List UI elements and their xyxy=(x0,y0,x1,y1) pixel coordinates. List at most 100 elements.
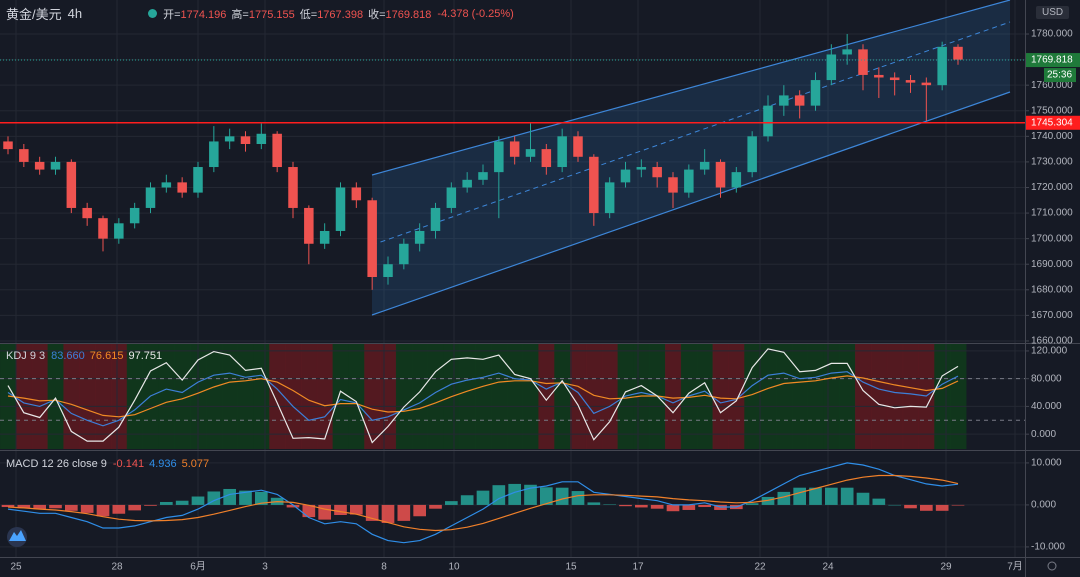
macd-line xyxy=(7,462,959,544)
candle-body xyxy=(335,187,346,231)
y-tick-label: 1750.000 xyxy=(1031,105,1073,116)
candle-body xyxy=(367,200,377,278)
x-tick-label: 28 xyxy=(111,562,123,573)
kdj-value: 83.660 xyxy=(51,350,85,362)
change: -4.378 (-0.25%) xyxy=(437,7,514,20)
price-pane xyxy=(0,34,1025,290)
histogram-bar xyxy=(175,500,189,505)
candle-body xyxy=(446,187,457,208)
candle-body xyxy=(810,80,821,106)
histogram-bar xyxy=(698,504,711,508)
y-tick-label: 1660.000 xyxy=(1031,336,1073,347)
histogram-bar xyxy=(635,504,648,508)
histogram-bar xyxy=(302,504,316,518)
kdj-zone xyxy=(253,344,270,449)
ohlc-item: 收=1769.818 xyxy=(368,6,431,22)
kdj-zone xyxy=(364,344,381,449)
kdj-zone xyxy=(110,344,128,449)
candle-body xyxy=(747,136,757,173)
kdj-zone xyxy=(221,344,239,449)
kdj-zone xyxy=(332,344,349,449)
histogram-bar xyxy=(397,504,411,521)
candle-body xyxy=(430,207,441,231)
candle-body xyxy=(304,207,314,244)
histogram-bar xyxy=(112,504,126,514)
kdj-title: KDJ 9 3 xyxy=(6,350,46,362)
candle-body xyxy=(589,156,599,214)
kdj-zone xyxy=(95,344,112,449)
histogram-bar xyxy=(286,504,300,508)
histogram-bar xyxy=(951,504,965,506)
y-tick-label: 1780.000 xyxy=(1031,29,1073,40)
candle-body xyxy=(256,133,267,145)
candle-body xyxy=(19,149,29,162)
x-tick-label: 8 xyxy=(381,562,387,573)
candle-body xyxy=(731,172,742,188)
kdj-value: 97.751 xyxy=(128,350,163,362)
candle-body xyxy=(114,223,124,239)
y-tick-label: 0.000 xyxy=(1031,429,1056,440)
kdj-zone xyxy=(554,344,571,449)
histogram-bar xyxy=(334,504,347,515)
y-tick-label: 1730.000 xyxy=(1031,157,1073,168)
histogram-bar xyxy=(856,492,870,505)
ohlc-value: 1767.398 xyxy=(317,8,364,21)
histogram-bar xyxy=(255,491,268,505)
histogram-bar xyxy=(96,504,110,517)
kdj-background xyxy=(0,344,967,449)
candle-body xyxy=(383,264,393,278)
candle-body xyxy=(573,136,583,157)
ohlc-item: 开=1774.196 xyxy=(163,6,226,22)
settings-icon[interactable] xyxy=(1047,561,1057,571)
candle-body xyxy=(874,74,884,78)
candle-body xyxy=(494,141,504,173)
histogram-bar xyxy=(555,487,569,505)
histogram-bar xyxy=(904,504,917,509)
candle-body xyxy=(193,167,203,193)
kdj-zone xyxy=(269,344,286,449)
currency[interactable]: USD xyxy=(1036,6,1070,19)
histogram-bar xyxy=(650,504,664,509)
ohlc-values: 开=1774.196 高=1775.155 低=1767.398 收=1769.818 xyxy=(163,6,431,22)
histogram-bar xyxy=(793,487,806,505)
candle-body xyxy=(715,161,726,188)
candle-body xyxy=(541,149,552,168)
histogram-bar xyxy=(603,504,616,505)
y-tick-label: 120.000 xyxy=(1031,346,1068,357)
channel xyxy=(371,0,1011,316)
histogram-bar xyxy=(65,504,78,511)
macd-legend: MACD 12 26 close 9 -0.141 4.936 5.077 xyxy=(6,458,209,470)
histogram-bar xyxy=(429,504,442,509)
kdj-zone xyxy=(728,344,745,449)
channel-fill xyxy=(372,0,1010,315)
histogram-bar xyxy=(809,487,822,505)
kdj-value: 76.615 xyxy=(89,350,124,362)
kdj-zone xyxy=(205,344,223,449)
histogram-bar xyxy=(524,484,537,505)
candle-body xyxy=(240,136,251,145)
kdj-zone xyxy=(395,344,413,449)
candle-body xyxy=(636,167,647,170)
ohlc-value: 1769.818 xyxy=(385,8,432,21)
macd-value: 4.936 xyxy=(149,458,177,470)
y-tick-label: 1710.000 xyxy=(1031,208,1073,219)
kdj-zone xyxy=(934,344,951,449)
candle-body xyxy=(351,187,362,201)
histogram-bar xyxy=(191,496,205,505)
histogram-bar xyxy=(825,487,838,505)
histogram-bar xyxy=(1,504,15,508)
kdj-zone xyxy=(950,344,967,449)
last-price-label: 1769.818 xyxy=(1031,55,1073,66)
status-dot xyxy=(148,9,158,18)
x-tick-label: 24 xyxy=(822,562,834,573)
candle-body xyxy=(50,161,61,170)
x-tick-label: 6月 xyxy=(190,561,206,573)
interval: 4h xyxy=(67,6,83,21)
kdj-zone xyxy=(237,344,254,449)
y-tick-label: 0.000 xyxy=(1031,500,1056,511)
x-tick-label: 22 xyxy=(754,562,766,573)
y-tick-label: 1720.000 xyxy=(1031,182,1073,193)
histogram-bar xyxy=(207,491,221,505)
